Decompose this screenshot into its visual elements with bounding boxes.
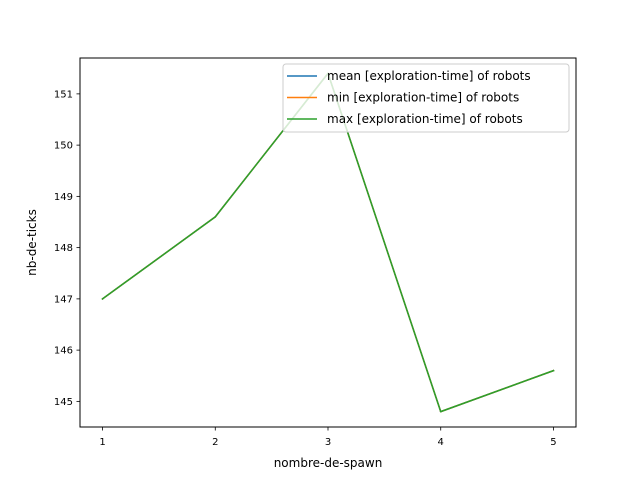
x-tick-label: 5 xyxy=(550,437,556,448)
y-tick-label: 145 xyxy=(54,397,73,408)
y-tick-label: 150 xyxy=(54,141,73,152)
legend: mean [exploration-time] of robots min [ex… xyxy=(282,63,570,133)
legend-label-3: max [exploration-time] of robots xyxy=(327,112,523,126)
x-tick-label: 2 xyxy=(212,437,218,448)
data-point xyxy=(552,369,555,372)
data-point xyxy=(214,216,217,218)
data-point xyxy=(439,410,442,413)
y-tick-label: 151 xyxy=(54,89,73,100)
x-tick-label: 4 xyxy=(438,437,444,448)
legend-label-1: mean [exploration-time] of robots xyxy=(327,69,531,83)
legend-box xyxy=(282,63,570,133)
y-axis-label: nb-de-ticks xyxy=(25,209,39,276)
data-point xyxy=(101,298,104,300)
legend-label-2: min [exploration-time] of robots xyxy=(327,91,519,105)
y-axis-ticks: 145 146 147 148 149 150 151 xyxy=(54,89,80,408)
legend-items: mean [exploration-time] of robots min [ex… xyxy=(287,69,531,126)
y-tick-label: 148 xyxy=(54,243,73,254)
x-tick-label: 3 xyxy=(325,437,331,448)
y-tick-label: 147 xyxy=(54,294,73,305)
x-tick-label: 1 xyxy=(99,437,105,448)
y-tick-label: 149 xyxy=(54,192,73,203)
x-axis-label: nombre-de-spawn xyxy=(274,456,383,470)
x-axis-ticks: 1 2 3 4 5 xyxy=(99,427,557,448)
y-tick-label: 146 xyxy=(54,346,73,357)
